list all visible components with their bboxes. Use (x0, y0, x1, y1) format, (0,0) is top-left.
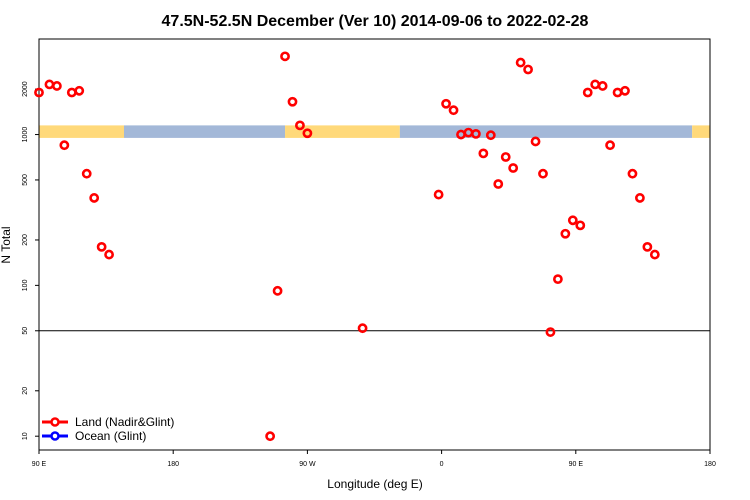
band-segment-land (285, 125, 400, 138)
data-point (59, 140, 70, 151)
data-point (44, 79, 55, 90)
x-tick-label: 90 E (32, 461, 47, 468)
x-tick-label: 180 (167, 461, 179, 468)
data-point (357, 323, 368, 334)
data-point (627, 168, 638, 179)
data-point (51, 81, 62, 91)
data-point (530, 136, 541, 147)
y-axis: 10 20 50 100 200 500 1000 2000 (22, 81, 39, 440)
data-point (642, 241, 653, 252)
data-point (590, 79, 601, 90)
data-point (280, 51, 290, 62)
data-point (635, 193, 645, 203)
x-tick-label: 0 (440, 461, 444, 468)
data-point (612, 87, 623, 98)
data-point (485, 130, 496, 141)
band-segment-land (692, 125, 710, 138)
data-point (265, 431, 276, 442)
y-tick-label: 1000 (22, 127, 29, 143)
data-point (560, 228, 571, 239)
data-point (433, 189, 444, 200)
legend-land-marker (50, 417, 60, 427)
data-point (582, 87, 593, 98)
data-point (508, 163, 519, 173)
data-point (448, 105, 459, 116)
band-segment-land (39, 125, 124, 138)
data-point (523, 64, 533, 75)
data-point (74, 85, 85, 96)
data-point (104, 249, 114, 260)
data-point (567, 215, 578, 226)
y-tick-label: 10 (22, 432, 29, 440)
data-point (96, 241, 107, 252)
data-point (272, 285, 283, 296)
data-point (493, 179, 504, 189)
data-point (553, 274, 563, 285)
x-axis: 90 E 180 90 W 0 90 E 180 (32, 450, 716, 468)
data-point (81, 168, 92, 179)
data-point (89, 193, 100, 203)
data-point (500, 152, 511, 162)
y-tick-label: 100 (22, 279, 29, 291)
legend-land-label: Land (Nadir&Glint) (75, 415, 174, 429)
land-ocean-band (39, 125, 710, 138)
legend: Land (Nadir&Glint) Ocean (Glint) (42, 415, 174, 443)
data-point (605, 140, 615, 151)
legend-ocean-marker (50, 431, 60, 441)
legend-ocean-label: Ocean (Glint) (75, 429, 146, 443)
data-point (478, 148, 489, 159)
y-tick-label: 20 (22, 387, 29, 395)
data-point (287, 96, 298, 107)
y-axis-label: N Total (0, 226, 13, 263)
chart-title: 47.5N-52.5N December (Ver 10) 2014-09-06… (162, 13, 589, 30)
data-point (470, 128, 481, 139)
x-tick-label: 90 W (299, 461, 316, 468)
data-point (538, 168, 548, 179)
data-point (66, 87, 77, 98)
data-point (441, 98, 451, 109)
band-segment-ocean (123, 125, 286, 138)
data-point (575, 220, 586, 231)
data-points (34, 51, 660, 442)
data-point (302, 128, 313, 139)
data-point (295, 120, 305, 131)
data-point (649, 249, 660, 260)
x-tick-label: 180 (704, 461, 716, 468)
x-axis-label: Longitude (deg E) (327, 477, 422, 491)
y-tick-label: 200 (22, 234, 29, 246)
band-segment-ocean (399, 125, 693, 138)
plot-frame (38, 38, 711, 451)
y-tick-label: 50 (22, 327, 29, 335)
data-point (34, 87, 44, 98)
x-tick-label: 90 E (569, 461, 584, 468)
data-point (597, 81, 608, 91)
data-point (545, 327, 556, 337)
y-tick-label: 500 (22, 174, 29, 186)
data-point (620, 85, 630, 96)
data-point (515, 57, 526, 68)
y-tick-label: 2000 (22, 81, 29, 97)
